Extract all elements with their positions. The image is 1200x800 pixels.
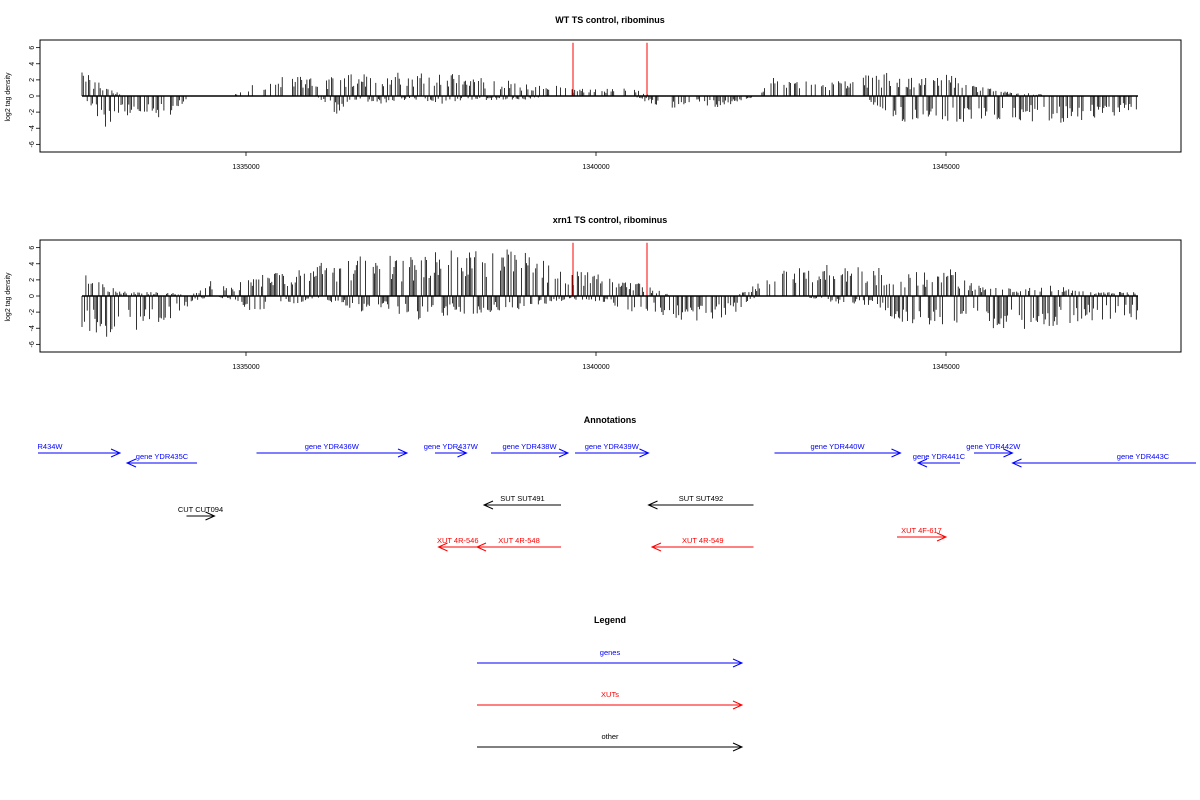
feature-gene-ydr436w: gene YDR436W [256, 442, 409, 458]
feature-gene-ydr441c: gene YDR441C [913, 452, 966, 468]
arrowhead [397, 448, 409, 458]
feature-xut-4r-548: XUT 4R-548 [475, 536, 561, 552]
arrowhead [475, 542, 487, 552]
arrowhead [650, 542, 662, 552]
x-axis: 1335000 1340000 1345000 [232, 152, 960, 171]
feature-label: XUT 4R-549 [682, 536, 724, 545]
xrn1-density-panel: xrn1 TS control, ribominus log2 tag dens… [5, 215, 1182, 371]
arrowhead [1011, 458, 1022, 468]
feature-label: gene YDR439W [585, 442, 640, 451]
arrowhead [916, 458, 928, 468]
arrowhead [457, 448, 468, 458]
feature-label: XUT 4F-617 [901, 526, 942, 535]
y-tick-label: -4 [29, 125, 36, 131]
y-axis-label: log2 tag density [5, 72, 12, 122]
y-tick-label: -2 [29, 309, 36, 315]
feature-gene-ydr443c: gene YDR443C [1011, 452, 1196, 468]
panel-title: WT TS control, ribominus [555, 15, 665, 25]
feature-sut-sut492: SUT SUT492 [647, 494, 754, 510]
feature-xut-4r-549: XUT 4R-549 [650, 536, 754, 552]
feature-label: gene YDR443C [1117, 452, 1170, 461]
arrowhead [639, 448, 650, 458]
legend-title: Legend [594, 615, 626, 625]
y-tick-label: 6 [29, 246, 36, 250]
x-tick-label: 1345000 [932, 164, 959, 171]
feature-label: gene YDR442W [966, 442, 1021, 451]
feature-gene-ydr439w: gene YDR439W [575, 442, 650, 458]
feature-cut-cut094: CUT CUT094 [178, 505, 223, 521]
feature-gene-ydr440w: gene YDR440W [774, 442, 902, 458]
arrowhead [110, 448, 122, 458]
legend: Legend genes XUTs other [477, 615, 744, 752]
feature-gene-ydr442w: gene YDR442W [966, 442, 1021, 458]
feature-gene-ydr437w: gene YDR437W [424, 442, 479, 458]
legend-arrowhead [732, 658, 744, 668]
y-tick-label: 6 [29, 46, 36, 50]
feature-label: gene YDR435C [136, 452, 189, 461]
legend-items: genes XUTs other [477, 648, 744, 752]
wt-density-panel: WT TS control, ribominus log2 tag densit… [5, 15, 1182, 171]
arrowhead [437, 542, 448, 552]
annotation-track: Annotations R434W gene YDR435C gene YDR436… [37, 415, 1196, 552]
x-tick-label: 1340000 [582, 364, 609, 371]
density-bars [81, 42, 1137, 127]
feature-list: R434W gene YDR435C gene YDR436W gene YDR437… [37, 442, 1196, 552]
density-bars [81, 242, 1138, 337]
legend-arrowhead [732, 742, 744, 752]
legend-label: genes [600, 648, 621, 657]
feature-label: CUT CUT094 [178, 505, 223, 514]
x-axis: 1335000 1340000 1345000 [232, 352, 960, 371]
x-tick-label: 1345000 [932, 364, 959, 371]
feature-gene-ydr438w: gene YDR438W [491, 442, 570, 458]
annotations-title: Annotations [584, 415, 637, 425]
arrowhead [482, 500, 494, 510]
arrowhead [647, 500, 658, 510]
feature-gene-ydr434w: R434W [37, 442, 122, 458]
y-axis: -6 -4 -2 0 2 4 6 [29, 46, 40, 147]
feature-label: gene YDR440W [810, 442, 865, 451]
y-tick-label: 0 [29, 294, 36, 298]
feature-label: XUT 4R-548 [498, 536, 540, 545]
y-axis: -6 -4 -2 0 2 4 6 [29, 246, 40, 347]
feature-label: gene YDR436W [305, 442, 360, 451]
arrowhead [891, 448, 902, 458]
feature-sut-sut491: SUT SUT491 [482, 494, 561, 510]
x-tick-label: 1335000 [232, 164, 259, 171]
y-tick-label: -2 [29, 109, 36, 115]
feature-gene-ydr435c: gene YDR435C [125, 452, 197, 468]
feature-label: SUT SUT491 [500, 494, 544, 503]
y-tick-label: -6 [29, 141, 36, 147]
arrowhead [936, 532, 948, 542]
y-tick-label: 4 [29, 62, 36, 66]
feature-label: XUT 4R-546 [437, 536, 479, 545]
x-tick-label: 1335000 [232, 364, 259, 371]
feature-label: gene YDR438W [502, 442, 557, 451]
feature-label: gene YDR441C [913, 452, 966, 461]
feature-xut-4f-617: XUT 4F-617 [897, 526, 948, 542]
y-tick-label: -4 [29, 325, 36, 331]
arrowhead [558, 448, 570, 458]
legend-item-genes: genes [477, 648, 744, 668]
y-tick-label: -6 [29, 341, 36, 347]
y-axis-label: log2 tag density [5, 272, 12, 322]
y-tick-label: 2 [29, 78, 36, 82]
panel-title: xrn1 TS control, ribominus [553, 215, 668, 225]
x-tick-label: 1340000 [582, 164, 609, 171]
feature-label: R434W [37, 442, 63, 451]
feature-xut-4r-546: XUT 4R-546 [437, 536, 479, 552]
arrowhead [205, 511, 216, 521]
legend-arrowhead [732, 700, 744, 710]
arrowhead [125, 458, 137, 468]
legend-label: XUTs [601, 690, 619, 699]
legend-label: other [601, 732, 619, 741]
legend-item-xuts: XUTs [477, 690, 744, 710]
y-tick-label: 4 [29, 262, 36, 266]
feature-label: gene YDR437W [424, 442, 479, 451]
y-tick-label: 2 [29, 278, 36, 282]
y-tick-label: 0 [29, 94, 36, 98]
arrowhead [1003, 448, 1014, 458]
feature-label: SUT SUT492 [679, 494, 723, 503]
legend-item-other: other [477, 732, 744, 752]
